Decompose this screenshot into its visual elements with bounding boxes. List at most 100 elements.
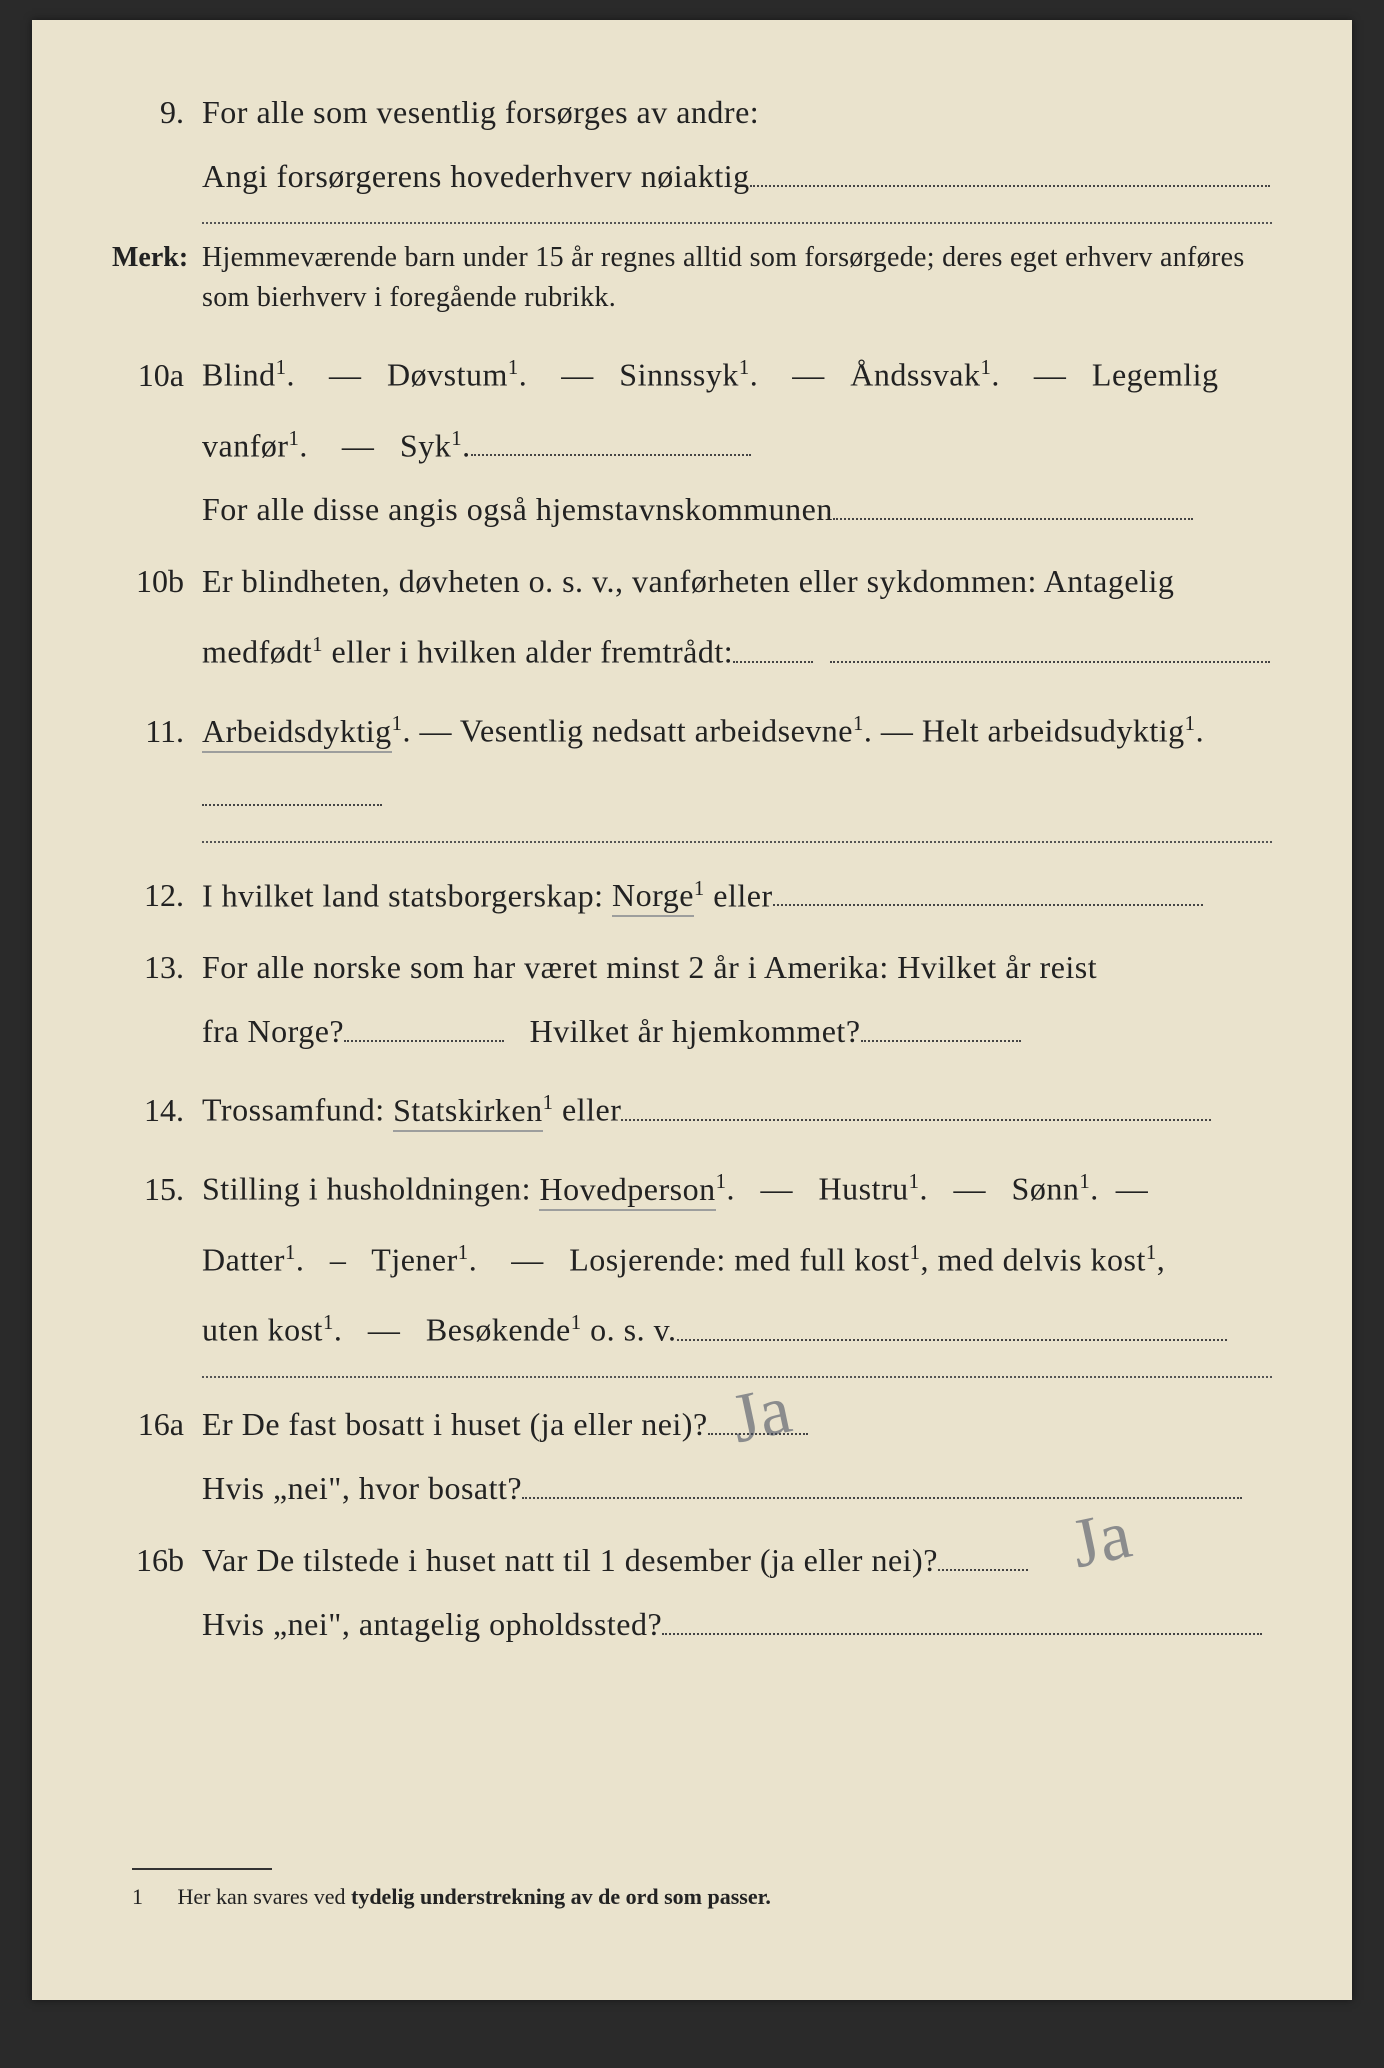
q15-l3c: o. s. v. (582, 1312, 677, 1348)
q10a-opt4: Åndssvak (850, 357, 980, 393)
q15-l2-text2: , med delvis kost (921, 1241, 1146, 1277)
sep: — (333, 427, 383, 463)
sep: — (872, 713, 922, 749)
q11-opt2: Vesentlig nedsatt arbeidsevne (460, 713, 853, 749)
q15-l2-opt2: Tjener (371, 1241, 458, 1277)
q10b-line2a: medfødt (202, 634, 312, 670)
q14-text-a: Trossamfund: (202, 1092, 393, 1128)
q16b-line2: Hvis „nei", antagelig opholdssted? (202, 1606, 662, 1642)
q16b-row: 16b Var De tilstede i huset natt til 1 d… (112, 1528, 1272, 1656)
q15-text-a: Stilling i husholdningen: (202, 1171, 539, 1207)
q13-row: 13. For alle norske som har været minst … (112, 935, 1272, 1063)
dotline (833, 490, 1193, 521)
sep: — (359, 1312, 409, 1348)
sup: 1 (458, 1241, 469, 1264)
sep: — (553, 357, 603, 393)
sup: 1 (1185, 712, 1196, 735)
footnote-text-bold: tydelig understrekning av de ord som pas… (351, 1884, 771, 1909)
period: . (469, 1241, 478, 1277)
sep: — (752, 1171, 802, 1207)
footnote-rule (132, 1868, 272, 1870)
q11-opt3: Helt arbeidsudyktig (922, 713, 1185, 749)
q10b-number: 10b (112, 563, 202, 600)
q15-l3a: uten kost (202, 1312, 323, 1348)
dotline (621, 1090, 1211, 1121)
q10a-row: 10a Blind1. — Døvstum1. — Sinnssyk1. — Å… (112, 336, 1272, 541)
sup: 1 (853, 712, 864, 735)
period: . (287, 357, 296, 393)
q10b-content: Er blindheten, døvheten o. s. v., vanfør… (202, 549, 1272, 684)
dotline (773, 875, 1203, 906)
dotline (677, 1310, 1227, 1341)
q13-line2a: fra Norge? (202, 1013, 344, 1049)
q13-line1: For alle norske som har været minst 2 år… (202, 949, 1097, 985)
q15-row: 15. Stilling i husholdningen: Hovedperso… (112, 1150, 1272, 1362)
q15-opt2: Hustru (819, 1171, 909, 1207)
dotline (830, 632, 1270, 663)
sup: 1 (694, 877, 705, 900)
q9-number: 9. (112, 94, 202, 131)
q10a-number: 10a (112, 357, 202, 394)
sup: 1 (289, 427, 300, 450)
period: . (727, 1171, 736, 1207)
dotline (938, 1540, 1028, 1571)
dotline (662, 1604, 1262, 1635)
merk-text: Hjemmeværende barn under 15 år regnes al… (202, 238, 1272, 318)
sup: 1 (508, 356, 519, 379)
q10a-opt1: Blind (202, 357, 276, 393)
sup: 1 (312, 633, 323, 656)
q10a-content: Blind1. — Døvstum1. — Sinnssyk1. — Åndss… (202, 336, 1272, 541)
q10a-line2a: vanfør (202, 427, 289, 463)
footnote-text-a: Her kan svares ved (178, 1884, 352, 1909)
q13-line2b: Hvilket år hjemkommet? (530, 1013, 861, 1049)
q12-opt: Norge (612, 877, 694, 917)
q12-row: 12. I hvilket land statsborgerskap: Norg… (112, 857, 1272, 928)
sup: 1 (716, 1170, 727, 1193)
period: . (462, 427, 471, 463)
sup: 1 (981, 356, 992, 379)
sup: 1 (285, 1241, 296, 1264)
q16a-number: 16a (112, 1406, 202, 1443)
sup: 1 (451, 427, 462, 450)
q13-number: 13. (112, 949, 202, 986)
period: . (334, 1312, 343, 1348)
dotline (733, 632, 813, 663)
q12-text-b: eller (705, 877, 773, 913)
period: . (1090, 1171, 1099, 1207)
dotline (471, 426, 751, 457)
q12-number: 12. (112, 877, 202, 914)
separator-line (202, 1376, 1272, 1378)
q9-line2: Angi forsørgerens hovederhverv nøiaktig (202, 158, 750, 194)
sep: — (1025, 357, 1075, 393)
sup: 1 (1146, 1241, 1157, 1264)
dotline (202, 775, 382, 806)
q9-row: 9. For alle som vesentlig forsørges av a… (112, 80, 1272, 208)
q9-content: For alle som vesentlig forsørges av andr… (202, 80, 1272, 208)
q9-line1: For alle som vesentlig forsørges av andr… (202, 94, 759, 130)
dotline (861, 1011, 1021, 1042)
q16a-content: Er De fast bosatt i huset (ja eller nei)… (202, 1392, 1272, 1520)
separator-line (202, 222, 1272, 224)
sep: — (321, 357, 371, 393)
sup: 1 (909, 1170, 920, 1193)
q10a-opt5: Legemlig (1092, 357, 1219, 393)
merk-label: Merk: (112, 242, 202, 274)
sep: — (503, 1241, 553, 1277)
q15-l2-opt1: Datter (202, 1241, 285, 1277)
q11-content: Arbeidsdyktig1. — Vesentlig nedsatt arbe… (202, 692, 1272, 827)
period: . (750, 357, 759, 393)
q16a-line2: Hvis „nei", hvor bosatt? (202, 1470, 522, 1506)
q10a-line3: For alle disse angis også hjemstavnskomm… (202, 491, 833, 527)
q16b-line1: Var De tilstede i huset natt til 1 desem… (202, 1542, 938, 1578)
merk-row: Merk: Hjemmeværende barn under 15 år reg… (112, 238, 1272, 318)
comma: , (1157, 1241, 1166, 1277)
sup: 1 (910, 1241, 921, 1264)
q16b-content: Var De tilstede i huset natt til 1 desem… (202, 1528, 1272, 1656)
dotline (344, 1011, 504, 1042)
dotline (708, 1404, 808, 1435)
q12-text-a: I hvilket land statsborgerskap: (202, 877, 612, 913)
q10a-opt2: Døvstum (387, 357, 508, 393)
separator-line (202, 841, 1272, 843)
form-page: 9. For alle som vesentlig forsørges av a… (32, 20, 1352, 2000)
q14-content: Trossamfund: Statskirken1 eller (202, 1071, 1272, 1142)
